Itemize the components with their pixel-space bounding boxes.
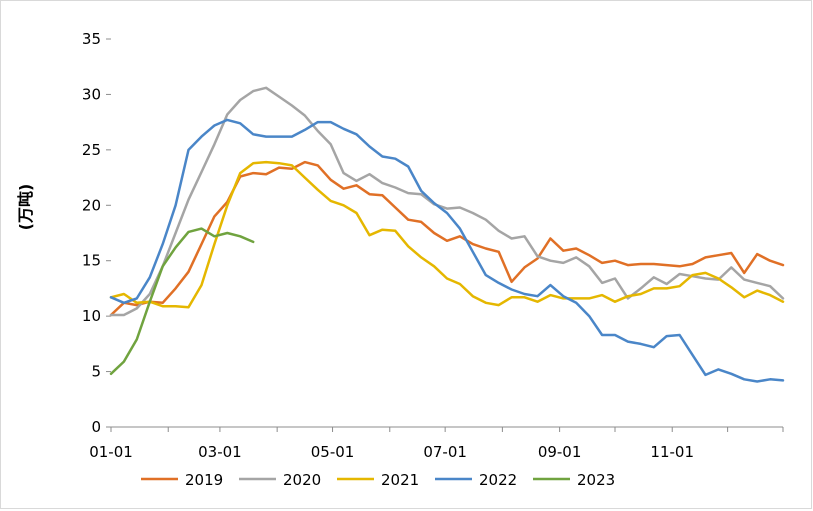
x-tick-label: 07-01 [423, 443, 467, 461]
y-tick-label: 30 [82, 85, 101, 103]
y-tick-label: 15 [82, 252, 101, 270]
y-tick-label: 20 [82, 196, 101, 214]
series-line-2019 [109, 160, 785, 317]
x-tick-label: 09-01 [538, 443, 582, 461]
x-axis-ticks: 01-01 03-01 05-01 07-01 09-01 11-01 [89, 427, 784, 461]
y-axis-label: (万吨) [16, 184, 35, 231]
y-tick-label: 0 [91, 418, 101, 436]
x-tick-label: 05-01 [311, 443, 355, 461]
series-line-2022 [109, 118, 785, 383]
legend-label-2021: 2021 [381, 471, 419, 489]
x-tick-label: 11-01 [650, 443, 694, 461]
series-line-2020 [109, 86, 785, 317]
y-tick-label: 5 [91, 363, 101, 381]
x-tick-label: 03-01 [198, 443, 242, 461]
series-line-2021 [109, 160, 785, 309]
y-tick-label: 25 [82, 141, 101, 159]
y-axis-ticks: 0 5 10 15 20 25 30 35 [82, 30, 111, 436]
legend-label-2023: 2023 [577, 471, 615, 489]
legend-label-2020: 2020 [283, 471, 321, 489]
series-lines [109, 86, 785, 383]
legend-label-2019: 2019 [185, 471, 223, 489]
x-tick-label: 01-01 [89, 443, 133, 461]
y-tick-label: 10 [82, 307, 101, 325]
legend-label-2022: 2022 [479, 471, 517, 489]
series-line-2023 [109, 227, 255, 376]
y-axis-label-group: (万吨) [16, 184, 35, 231]
legend: 2019 2020 2021 2022 2023 [141, 471, 615, 489]
y-tick-label: 35 [82, 30, 101, 48]
